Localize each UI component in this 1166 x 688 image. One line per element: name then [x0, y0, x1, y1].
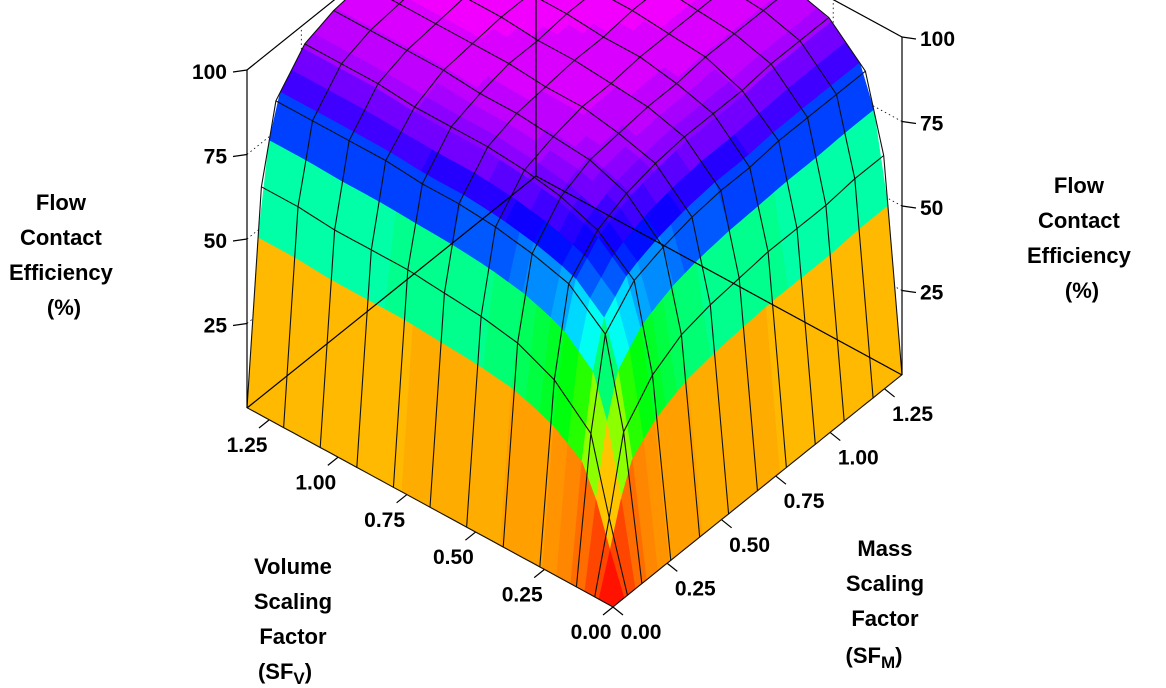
z-tick-label-left: 100 [192, 61, 227, 84]
z-tick-label-left: 25 [204, 315, 228, 338]
z-tick-right [901, 120, 917, 125]
z-tick-left [232, 322, 248, 327]
x-tick-label: 1.25 [227, 434, 268, 457]
z-tick-label-right: 25 [920, 282, 944, 305]
y-tick-label: 1.25 [892, 403, 933, 426]
mesh-line [806, 0, 903, 376]
y-tick [775, 475, 787, 485]
y-tick-label: 0.75 [784, 490, 825, 513]
frame-edge [832, 0, 903, 38]
y-tick [666, 562, 678, 572]
surface-cell [685, 0, 697, 4]
mesh-line [468, 0, 759, 492]
y-tick-label: 1.00 [838, 447, 879, 470]
x-tick [602, 606, 614, 616]
x-tick-label: 1.00 [295, 471, 336, 494]
frame-edge [535, 175, 903, 376]
x-tick-label: 0.25 [502, 584, 543, 607]
mesh-line [246, 0, 346, 409]
mesh-line [319, 0, 463, 448]
z-axis-title-left: Flow Contact Efficiency (%) [9, 190, 119, 320]
z-tick-label-right: 75 [920, 113, 944, 136]
z-tick-right [901, 36, 917, 40]
y-tick-label: 0.50 [729, 534, 770, 557]
tick-labels: 25 50 75 100 25 50 75 100 0.00 0.25 0.50 0.75 1.00 1.… [192, 28, 955, 644]
x-tick [533, 569, 545, 579]
x-tick-label: 0.00 [571, 621, 612, 644]
x-tick [465, 531, 476, 541]
x-axis-title: Volume Scaling Factor (SFV) [254, 554, 338, 688]
z-tick-left [232, 153, 248, 158]
x-tick [396, 494, 407, 504]
y-axis-title: Mass Scaling Factor (SFM) [846, 536, 931, 672]
x-tick [327, 456, 339, 466]
surface-cell [710, 0, 722, 4]
surface-cell [634, 0, 646, 4]
x-tick-label: 0.75 [364, 509, 405, 532]
y-tick [612, 606, 624, 616]
frame-edge [246, 175, 537, 409]
surface-cell [469, 0, 481, 4]
z-tick-label-right: 50 [920, 197, 943, 220]
z-tick-label-right: 100 [920, 28, 955, 51]
z-tick-right [901, 289, 917, 294]
surface-cell [761, 0, 773, 4]
y-tick-label: 0.25 [675, 577, 716, 600]
surface-mesh [246, 0, 903, 608]
x-tick [258, 419, 270, 429]
y-tick [884, 388, 895, 398]
mesh-line [392, 0, 585, 488]
y-tick-label: 0.00 [621, 621, 662, 644]
mesh-line [680, 0, 845, 422]
z-tick-right [901, 205, 917, 209]
y-tick [829, 432, 841, 442]
mesh-line [356, 0, 524, 468]
surface-cell [379, 0, 391, 4]
x-tick-label: 0.50 [433, 546, 474, 569]
mesh-line [745, 0, 874, 399]
z-axis-title-right: Flow Contact Efficiency (%) [1027, 173, 1137, 303]
frame-edge [246, 0, 336, 71]
z-tick-label-left: 50 [204, 230, 227, 253]
y-tick [721, 519, 733, 529]
surface-cell [735, 0, 747, 4]
mesh-line [611, 0, 816, 445]
z-tick-left [232, 238, 248, 242]
mesh-line [612, 374, 903, 608]
z-tick-label-left: 75 [204, 146, 228, 169]
surface-cell [660, 0, 672, 4]
surface-cell [784, 0, 800, 6]
mesh-line [283, 0, 405, 428]
z-tick-left [232, 69, 248, 73]
surface-cell [606, 0, 623, 6]
mesh-line [540, 0, 787, 468]
mesh-line [246, 407, 614, 608]
